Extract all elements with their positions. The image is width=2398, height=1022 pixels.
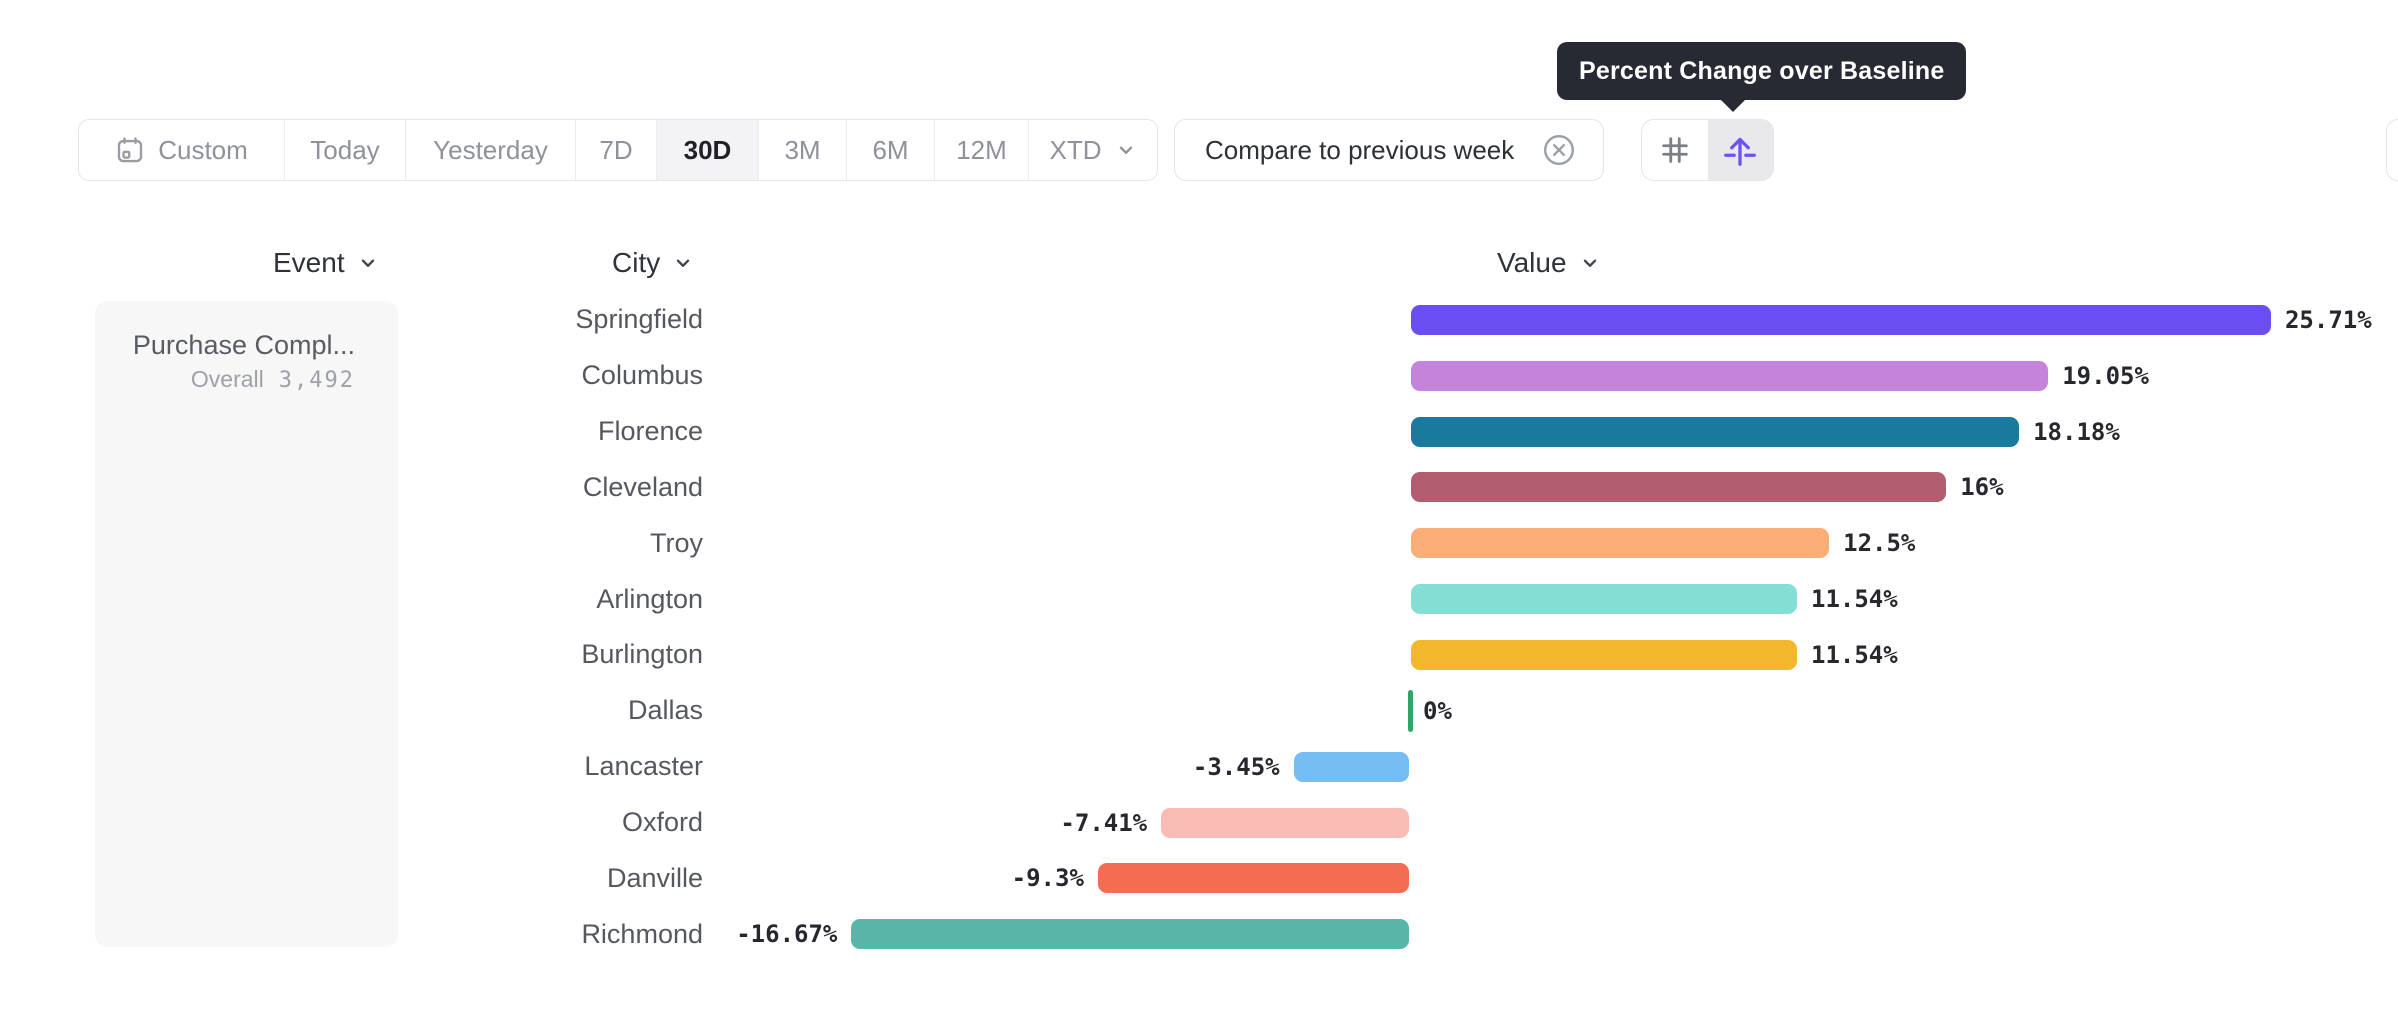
bar[interactable] — [1411, 304, 2271, 335]
city-label: Lancaster — [584, 751, 703, 782]
baseline-toggle[interactable] — [1707, 120, 1773, 180]
date-range-12m[interactable]: 12M — [935, 120, 1029, 180]
chart-row: Troy 12.5% — [0, 515, 2398, 571]
column-header-event[interactable]: Event — [273, 246, 379, 280]
tooltip-text: Percent Change over Baseline — [1579, 56, 1945, 85]
city-label: Arlington — [596, 583, 703, 614]
value-label: 11.54% — [1811, 640, 1898, 669]
chart-row: Springfield 25.71% — [0, 292, 2398, 348]
chart-row: Richmond -16.67% — [0, 906, 2398, 962]
value-label: 11.54% — [1811, 585, 1898, 614]
bar[interactable] — [1411, 528, 1830, 559]
chart-row: Cleveland 16% — [0, 460, 2398, 516]
baseline-arrow-icon — [1722, 132, 1758, 168]
bar[interactable] — [1411, 360, 2049, 391]
city-label: Troy — [650, 527, 703, 558]
bar[interactable] — [851, 919, 1409, 950]
calendar-icon — [115, 135, 145, 165]
city-label: Dallas — [627, 695, 703, 726]
value-label: 16% — [1960, 473, 2004, 502]
city-label: Oxford — [621, 807, 703, 838]
bar[interactable] — [1293, 751, 1409, 782]
city-label: Danville — [606, 862, 703, 893]
chevron-down-icon — [1115, 139, 1137, 161]
date-range-3m[interactable]: 3M — [759, 120, 847, 180]
event-metric-value: 3,492 — [278, 368, 355, 393]
city-label: Columbus — [581, 360, 703, 391]
bar-chart: Springfield 25.71% Columbus 19.05% Florence 1… — [0, 292, 2398, 962]
chart-row: Burlington 11.54% — [0, 627, 2398, 683]
date-range-30d[interactable]: 30D — [657, 120, 759, 180]
event-card[interactable]: Purchase Compl... Overall 3,492 — [95, 301, 398, 947]
chart-row: Arlington 11.54% — [0, 571, 2398, 627]
chart-row: Dallas 0% — [0, 683, 2398, 739]
event-metric-label: Overall — [190, 366, 264, 392]
date-range-6m[interactable]: 6M — [847, 120, 935, 180]
city-label: Florence — [597, 416, 703, 447]
compare-button[interactable]: Compare to previous week — [1174, 119, 1604, 181]
date-range-yesterday[interactable]: Yesterday — [406, 120, 576, 180]
compare-button-label: Compare to previous week — [1205, 134, 1515, 165]
chevron-down-icon — [1579, 252, 1601, 274]
value-label: 18.18% — [2033, 417, 2120, 446]
value-label: 19.05% — [2062, 361, 2149, 390]
date-range-label: 30D — [683, 134, 732, 165]
chart-row: Lancaster -3.45% — [0, 739, 2398, 795]
bar[interactable] — [1411, 639, 1797, 670]
chart-row: Florence 18.18% — [0, 404, 2398, 460]
clipped-edge-button[interactable] — [2386, 119, 2398, 181]
date-range-today[interactable]: Today — [285, 120, 406, 180]
column-header-city-label: City — [612, 247, 661, 278]
bar[interactable] — [1411, 584, 1797, 615]
value-label: -7.41% — [1060, 808, 1148, 837]
value-label: -16.67% — [736, 920, 838, 949]
event-metric: Overall 3,492 — [95, 366, 355, 393]
chevron-down-icon — [357, 252, 379, 274]
value-label: 25.71% — [2284, 305, 2372, 334]
bar[interactable] — [1411, 472, 1947, 503]
date-range-label: XTD — [1049, 134, 1102, 165]
bar[interactable] — [1411, 416, 2020, 447]
date-range-label: 7D — [599, 134, 633, 165]
column-header-value[interactable]: Value — [1497, 246, 1601, 280]
date-range-label: 3M — [784, 134, 821, 165]
date-range-xtd[interactable]: XTD — [1029, 120, 1157, 180]
grid-icon — [1658, 133, 1692, 167]
date-range-label: Today — [310, 134, 380, 165]
value-label: 12.5% — [1843, 529, 1916, 558]
date-range-7d[interactable]: 7D — [576, 120, 657, 180]
date-range-label: Yesterday — [433, 134, 548, 165]
chart-row: Oxford -7.41% — [0, 795, 2398, 851]
bar[interactable] — [1161, 807, 1409, 838]
event-name: Purchase Compl... — [132, 330, 355, 360]
grid-toggle[interactable] — [1642, 120, 1708, 180]
chart-row: Columbus 19.05% — [0, 348, 2398, 404]
column-header-city[interactable]: City — [612, 246, 694, 280]
date-range-label: Custom — [158, 134, 248, 165]
chevron-down-icon — [672, 252, 694, 274]
dismiss-circle-icon[interactable] — [1541, 132, 1577, 168]
date-range-label: 12M — [956, 134, 1007, 165]
chart-row: Danville -9.3% — [0, 850, 2398, 906]
value-label: 0% — [1423, 696, 1452, 725]
tooltip: Percent Change over Baseline — [1557, 42, 1967, 100]
tooltip-arrow — [1719, 98, 1747, 112]
value-label: -9.3% — [1011, 864, 1084, 893]
city-label: Richmond — [581, 918, 703, 949]
value-label: -3.45% — [1192, 752, 1280, 781]
column-header-value-label: Value — [1497, 247, 1567, 278]
view-toggle-group — [1641, 119, 1774, 181]
bar[interactable] — [1097, 863, 1409, 894]
date-range-label: 6M — [872, 134, 909, 165]
column-header-event-label: Event — [273, 247, 345, 278]
city-label: Springfield — [575, 304, 703, 335]
zero-tick[interactable] — [1408, 689, 1413, 732]
city-label: Burlington — [581, 639, 703, 670]
date-range-control: Custom Today Yesterday 7D 30D 3M 6M 12M XTD — [78, 119, 1158, 181]
date-range-custom[interactable]: Custom — [79, 120, 285, 180]
city-label: Cleveland — [582, 471, 703, 502]
